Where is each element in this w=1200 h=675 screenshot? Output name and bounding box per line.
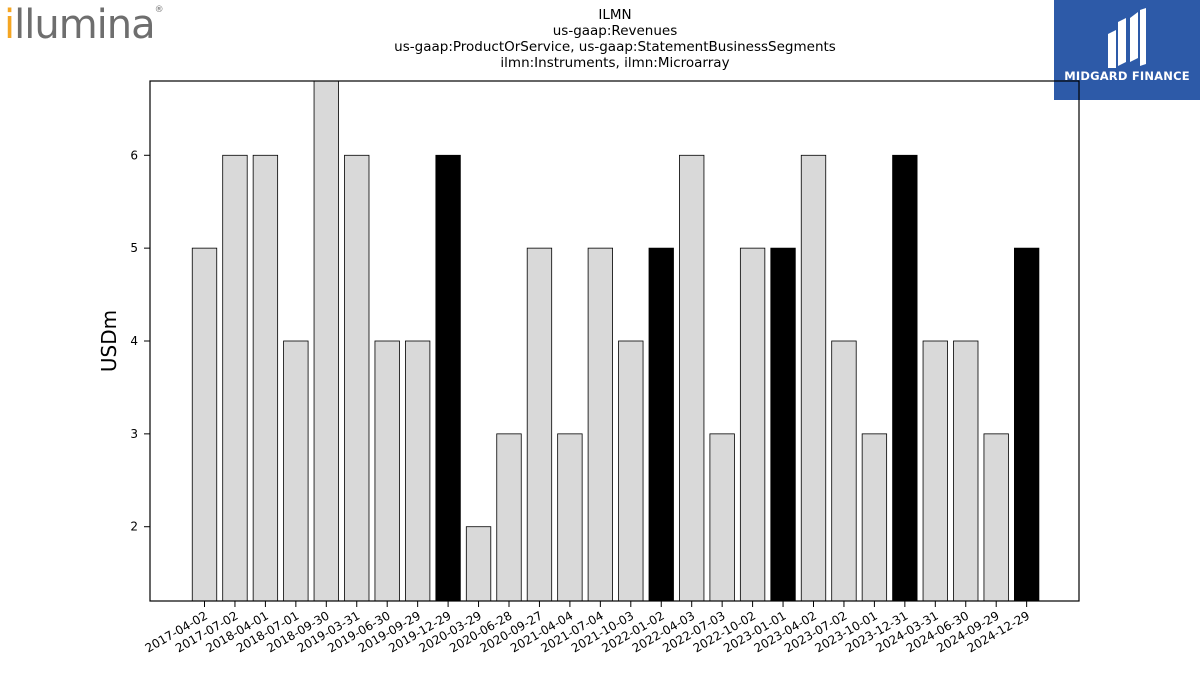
bar-2018-04-01 — [252, 154, 279, 602]
bar-2020-09-27 — [526, 247, 553, 602]
registered-mark: ® — [154, 4, 164, 15]
bar-2017-04-02 — [191, 247, 218, 602]
bar-2021-10-03 — [618, 340, 644, 602]
y-tick-label: 6 — [130, 148, 138, 162]
bar-2021-07-04 — [587, 247, 613, 602]
bar-2018-07-01 — [283, 340, 309, 602]
bar-2021-04-04 — [557, 433, 583, 602]
x-axis: 2017-04-022017-07-022018-04-012018-07-01… — [143, 601, 1032, 655]
illumina-logo-text: llumina — [14, 2, 156, 48]
bar-2019-09-29 — [404, 340, 431, 602]
bar-2024-06-30 — [953, 340, 979, 602]
bar-2019-12-29 — [435, 154, 461, 602]
chart-title: ILMN us-gaap:Revenues us-gaap:ProductOrS… — [315, 7, 915, 71]
illumina-logo: illumina® — [4, 2, 164, 48]
bar-2022-01-02 — [648, 247, 674, 602]
title-line-members: ilmn:Instruments, ilmn:Microarray — [500, 55, 730, 71]
title-line-concept: us-gaap:Revenues — [552, 23, 678, 39]
bar-2023-01-01 — [770, 247, 796, 602]
midgard-brand-text: MIDGARD FINANCE — [1064, 69, 1190, 83]
bar-2022-10-02 — [739, 247, 766, 602]
y-tick-label: 4 — [130, 334, 138, 348]
bars-group — [191, 80, 1040, 602]
bar-2023-04-02 — [800, 154, 827, 602]
bar-2020-06-28 — [496, 433, 522, 602]
bar-2018-09-30 — [313, 80, 339, 602]
bar-2019-06-30 — [374, 340, 400, 602]
bar-2024-03-31 — [922, 340, 948, 602]
bar-2019-03-31 — [344, 154, 370, 602]
bar-2023-10-01 — [861, 433, 888, 602]
bar-2023-07-02 — [831, 340, 857, 602]
bar-2024-09-29 — [983, 433, 1009, 602]
y-tick-label: 5 — [130, 241, 138, 255]
midgard-mark-icon — [1108, 8, 1146, 68]
bar-2017-07-02 — [222, 154, 248, 602]
bar-2024-12-29 — [1014, 247, 1040, 602]
midgard-finance-logo: MIDGARD FINANCE — [1054, 0, 1200, 100]
bar-2022-04-03 — [679, 154, 705, 602]
title-line-ticker: ILMN — [598, 7, 632, 23]
y-tick-label: 2 — [130, 520, 138, 534]
bar-2020-03-29 — [465, 526, 492, 602]
bar-2023-12-31 — [892, 154, 918, 602]
y-axis: 2 3 4 5 6 — [130, 148, 150, 534]
title-line-axes: us-gaap:ProductOrService, us-gaap:Statem… — [394, 39, 836, 55]
bar-2022-07-03 — [709, 433, 735, 602]
y-axis-label: USDm — [97, 310, 121, 372]
y-tick-label: 3 — [130, 427, 138, 441]
